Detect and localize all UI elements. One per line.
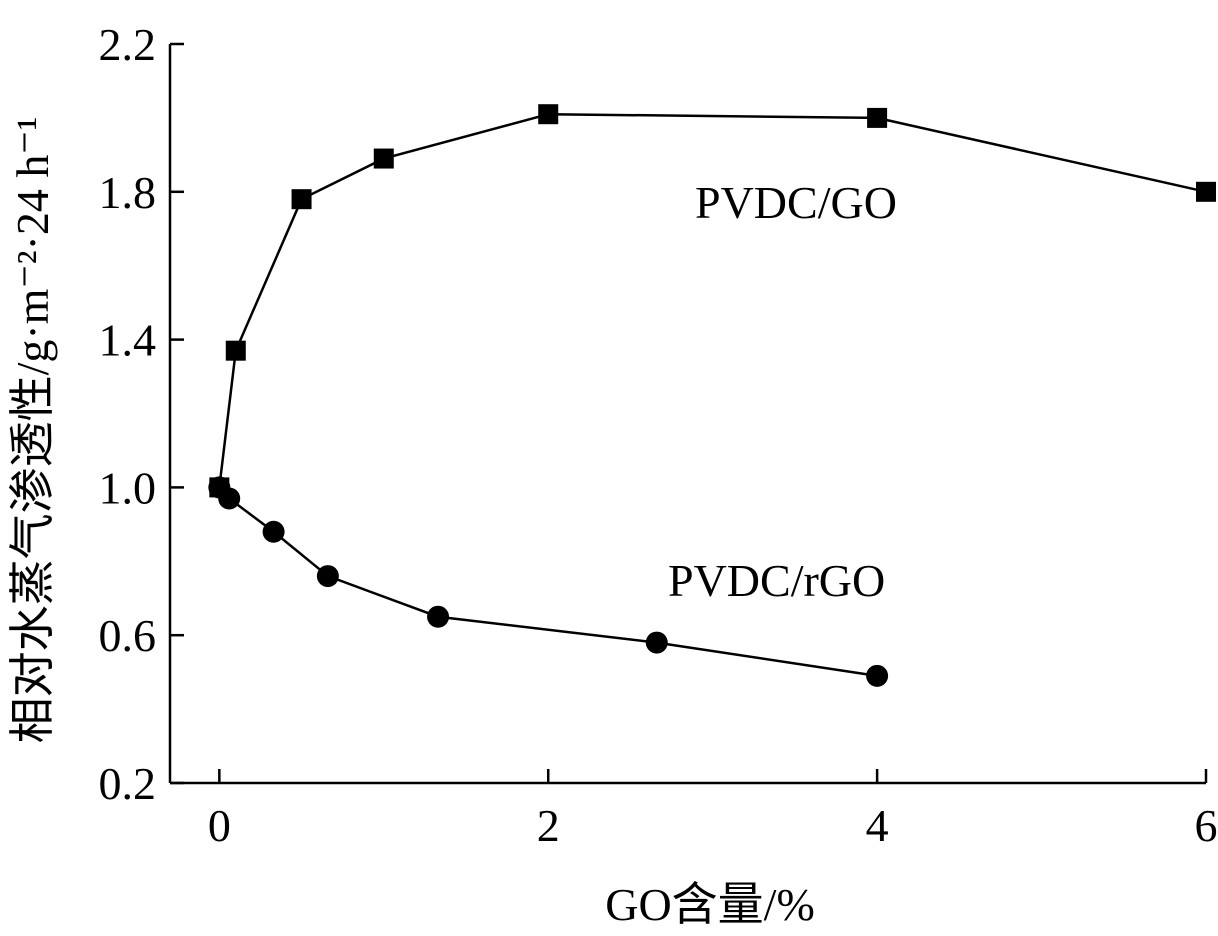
data-point-circle [866,664,889,687]
x-axis-title: GO含量/% [605,879,815,930]
y-tick-label: 1.4 [99,315,157,366]
series-line [218,112,1207,488]
data-point-square [291,189,312,210]
data-point-square [373,148,394,169]
data-point-circle [218,487,241,510]
y-tick-label: 1.8 [99,167,157,218]
x-tick-label: 4 [866,800,889,851]
data-point-circle [427,605,450,628]
data-point-square [538,104,559,125]
data-point-circle [316,565,339,588]
data-point-square [867,107,888,128]
x-tick-label: 2 [537,800,560,851]
x-tick-label: 0 [208,800,231,851]
series [208,104,1216,687]
axes [168,44,1206,785]
data-point-square [1196,181,1216,202]
data-point-square [225,340,246,361]
y-tick-label: 0.2 [99,758,157,809]
data-point-circle [262,520,285,543]
x-tick-label: 6 [1195,800,1218,851]
series-pvdc-go [209,104,1216,498]
y-tick-label: 2.2 [99,19,157,70]
y-tick-label: 1.0 [99,462,157,513]
series-label-pvdc-rgo: PVDC/rGO [668,555,885,606]
data-point-circle [645,631,668,654]
ticks: 0.2 0.6 1.0 1.4 1.8 2.2 0 2 4 6 [99,19,1218,851]
series-pvdc-rgo [208,476,889,687]
series-label-pvdc-go: PVDC/GO [695,177,897,228]
labels: GO含量/% 相对水蒸气渗透性/g·m⁻²·24 h⁻¹ PVDC/GO PVD… [7,117,897,930]
y-axis-title: 相对水蒸气渗透性/g·m⁻²·24 h⁻¹ [7,117,58,744]
y-tick-label: 0.6 [99,610,157,661]
